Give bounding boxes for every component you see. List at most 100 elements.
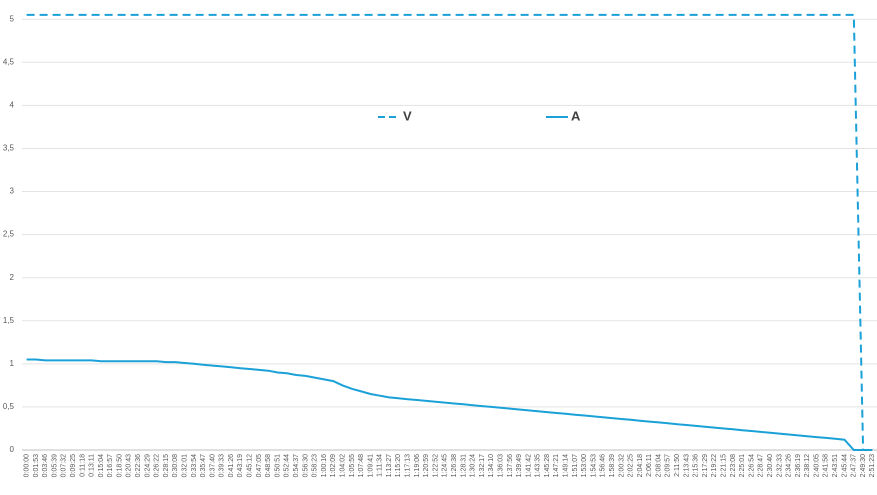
- y-tick-label: 4,5: [3, 57, 15, 66]
- x-tick-label: 1:15:20: [395, 454, 402, 477]
- x-tick-label: 0:24:29: [144, 454, 151, 477]
- x-tick-label: 1:19:06: [414, 454, 421, 477]
- x-tick-label: 2:19:22: [711, 454, 718, 477]
- x-tick-label: 0:07:32: [61, 454, 68, 477]
- x-tick-label: 1:07:48: [358, 454, 365, 477]
- x-tick-label: 1:54:53: [590, 454, 597, 477]
- x-tick-label: 0:16:57: [107, 454, 114, 477]
- x-tick-label: 1:56:46: [600, 454, 607, 477]
- x-tick-label: 0:33:54: [191, 454, 198, 477]
- y-tick-label: 3,5: [3, 144, 15, 153]
- x-tick-label: 1:34:10: [488, 454, 495, 477]
- x-tick-label: 2:08:04: [655, 454, 662, 477]
- x-tick-label: 0:00:00: [23, 454, 30, 477]
- x-tick-label: 1:37:56: [507, 454, 514, 477]
- x-tick-label: 0:11:18: [79, 454, 86, 477]
- x-tick-label: 1:45:28: [544, 454, 551, 477]
- x-tick-label: 0:52:44: [284, 454, 291, 477]
- x-tick-label: 2:13:43: [683, 454, 690, 477]
- x-tick-label: 1:24:45: [442, 454, 449, 477]
- x-tick-label: 2:23:08: [730, 454, 737, 477]
- x-tick-label: 0:43:19: [237, 454, 244, 477]
- series-line: [26, 358, 873, 451]
- x-tick-label: 0:37:40: [209, 454, 216, 477]
- x-tick-label: 0:18:50: [116, 454, 123, 477]
- x-tick-label: 1:58:39: [609, 454, 616, 477]
- x-tick-label: 1:47:21: [553, 454, 560, 477]
- x-tick-label: 0:41:26: [228, 454, 235, 477]
- x-tick-label: 0:35:47: [200, 454, 207, 477]
- x-tick-label: 1:41:42: [525, 454, 532, 477]
- x-tick-label: 0:09:25: [70, 454, 77, 477]
- x-tick-label: 0:58:23: [312, 454, 319, 477]
- x-tick-label: 2:45:44: [841, 454, 848, 477]
- x-tick-label: 1:13:27: [386, 454, 393, 477]
- x-tick-label: 2:02:25: [628, 454, 635, 477]
- x-tick-label: 2:36:19: [795, 454, 802, 477]
- x-tick-label: 1:51:07: [572, 454, 579, 477]
- x-tick-label: 0:47:05: [256, 454, 263, 477]
- x-tick-label: 1:04:02: [339, 454, 346, 477]
- x-tick-label: 0:22:36: [135, 454, 142, 477]
- x-tick-label: 2:09:57: [665, 454, 672, 477]
- y-tick-label: 2,5: [3, 230, 15, 239]
- x-tick-label: 0:26:22: [154, 454, 161, 477]
- y-tick-label: 0: [10, 445, 15, 454]
- x-tick-label: 2:43:51: [832, 454, 839, 477]
- x-tick-label: 0:54:37: [293, 454, 300, 477]
- x-tick-label: 1:09:41: [367, 454, 374, 477]
- x-tick-label: 2:51:23: [869, 454, 876, 477]
- y-tick-label: 0,5: [3, 402, 15, 411]
- x-tick-label: 1:05:55: [349, 454, 356, 477]
- x-tick-label: 2:32:33: [776, 454, 783, 477]
- x-tick-label: 2:25:01: [739, 454, 746, 477]
- x-tick-label: 2:00:32: [618, 454, 625, 477]
- x-tick-label: 1:26:38: [451, 454, 458, 477]
- x-tick-label: 0:03:46: [42, 454, 49, 477]
- x-tick-label: 0:28:15: [163, 454, 170, 477]
- x-tick-label: 0:20:43: [126, 454, 133, 477]
- x-tick-label: 1:53:00: [581, 454, 588, 477]
- x-tick-label: 1:36:03: [497, 454, 504, 477]
- series-line: [26, 13, 873, 451]
- y-tick-label: 4: [10, 100, 15, 109]
- x-tick-label: 2:41:58: [823, 454, 830, 477]
- x-tick-label: 0:45:12: [247, 454, 254, 477]
- x-tick-label: 2:30:40: [767, 454, 774, 477]
- x-tick-label: 1:32:17: [479, 454, 486, 477]
- x-tick-label: 2:11:50: [674, 454, 681, 477]
- x-tick-label: 0:05:39: [51, 454, 58, 477]
- x-tick-label: 1:02:09: [330, 454, 337, 477]
- x-tick-label: 0:56:30: [302, 454, 309, 477]
- x-tick-label: 1:22:52: [432, 454, 439, 477]
- x-tick-label: 0:32:01: [181, 454, 188, 477]
- x-tick-label: 1:43:35: [535, 454, 542, 477]
- x-tick-label: 2:34:26: [786, 454, 793, 477]
- x-tick-label: 2:21:15: [721, 454, 728, 477]
- x-tick-label: 0:15:04: [98, 454, 105, 477]
- x-tick-label: 0:13:11: [89, 454, 96, 477]
- x-tick-label: 0:48:58: [265, 454, 272, 477]
- x-tick-label: 1:17:13: [405, 454, 412, 477]
- x-tick-label: 2:40:05: [813, 454, 820, 477]
- x-tick-label: 2:15:36: [693, 454, 700, 477]
- x-tick-label: 2:17:29: [702, 454, 709, 477]
- x-tick-label: 1:20:59: [423, 454, 430, 477]
- y-tick-label: 2: [10, 273, 15, 282]
- y-tick-label: 5: [10, 14, 15, 23]
- x-tick-label: 0:01:53: [33, 454, 40, 477]
- x-tick-label: 0:50:51: [274, 454, 281, 477]
- legend-label: V: [403, 108, 412, 123]
- x-tick-label: 1:11:34: [377, 454, 384, 477]
- y-tick-label: 3: [10, 187, 15, 196]
- x-tick-label: 2:47:37: [851, 454, 858, 477]
- x-tick-label: 1:28:31: [460, 454, 467, 477]
- x-tick-label: 2:04:18: [637, 454, 644, 477]
- x-tick-label: 1:49:14: [563, 454, 570, 477]
- x-tick-label: 2:28:47: [758, 454, 765, 477]
- y-tick-label: 1,5: [3, 316, 15, 325]
- x-tick-label: 1:39:49: [516, 454, 523, 477]
- x-tick-label: 2:06:11: [646, 454, 653, 477]
